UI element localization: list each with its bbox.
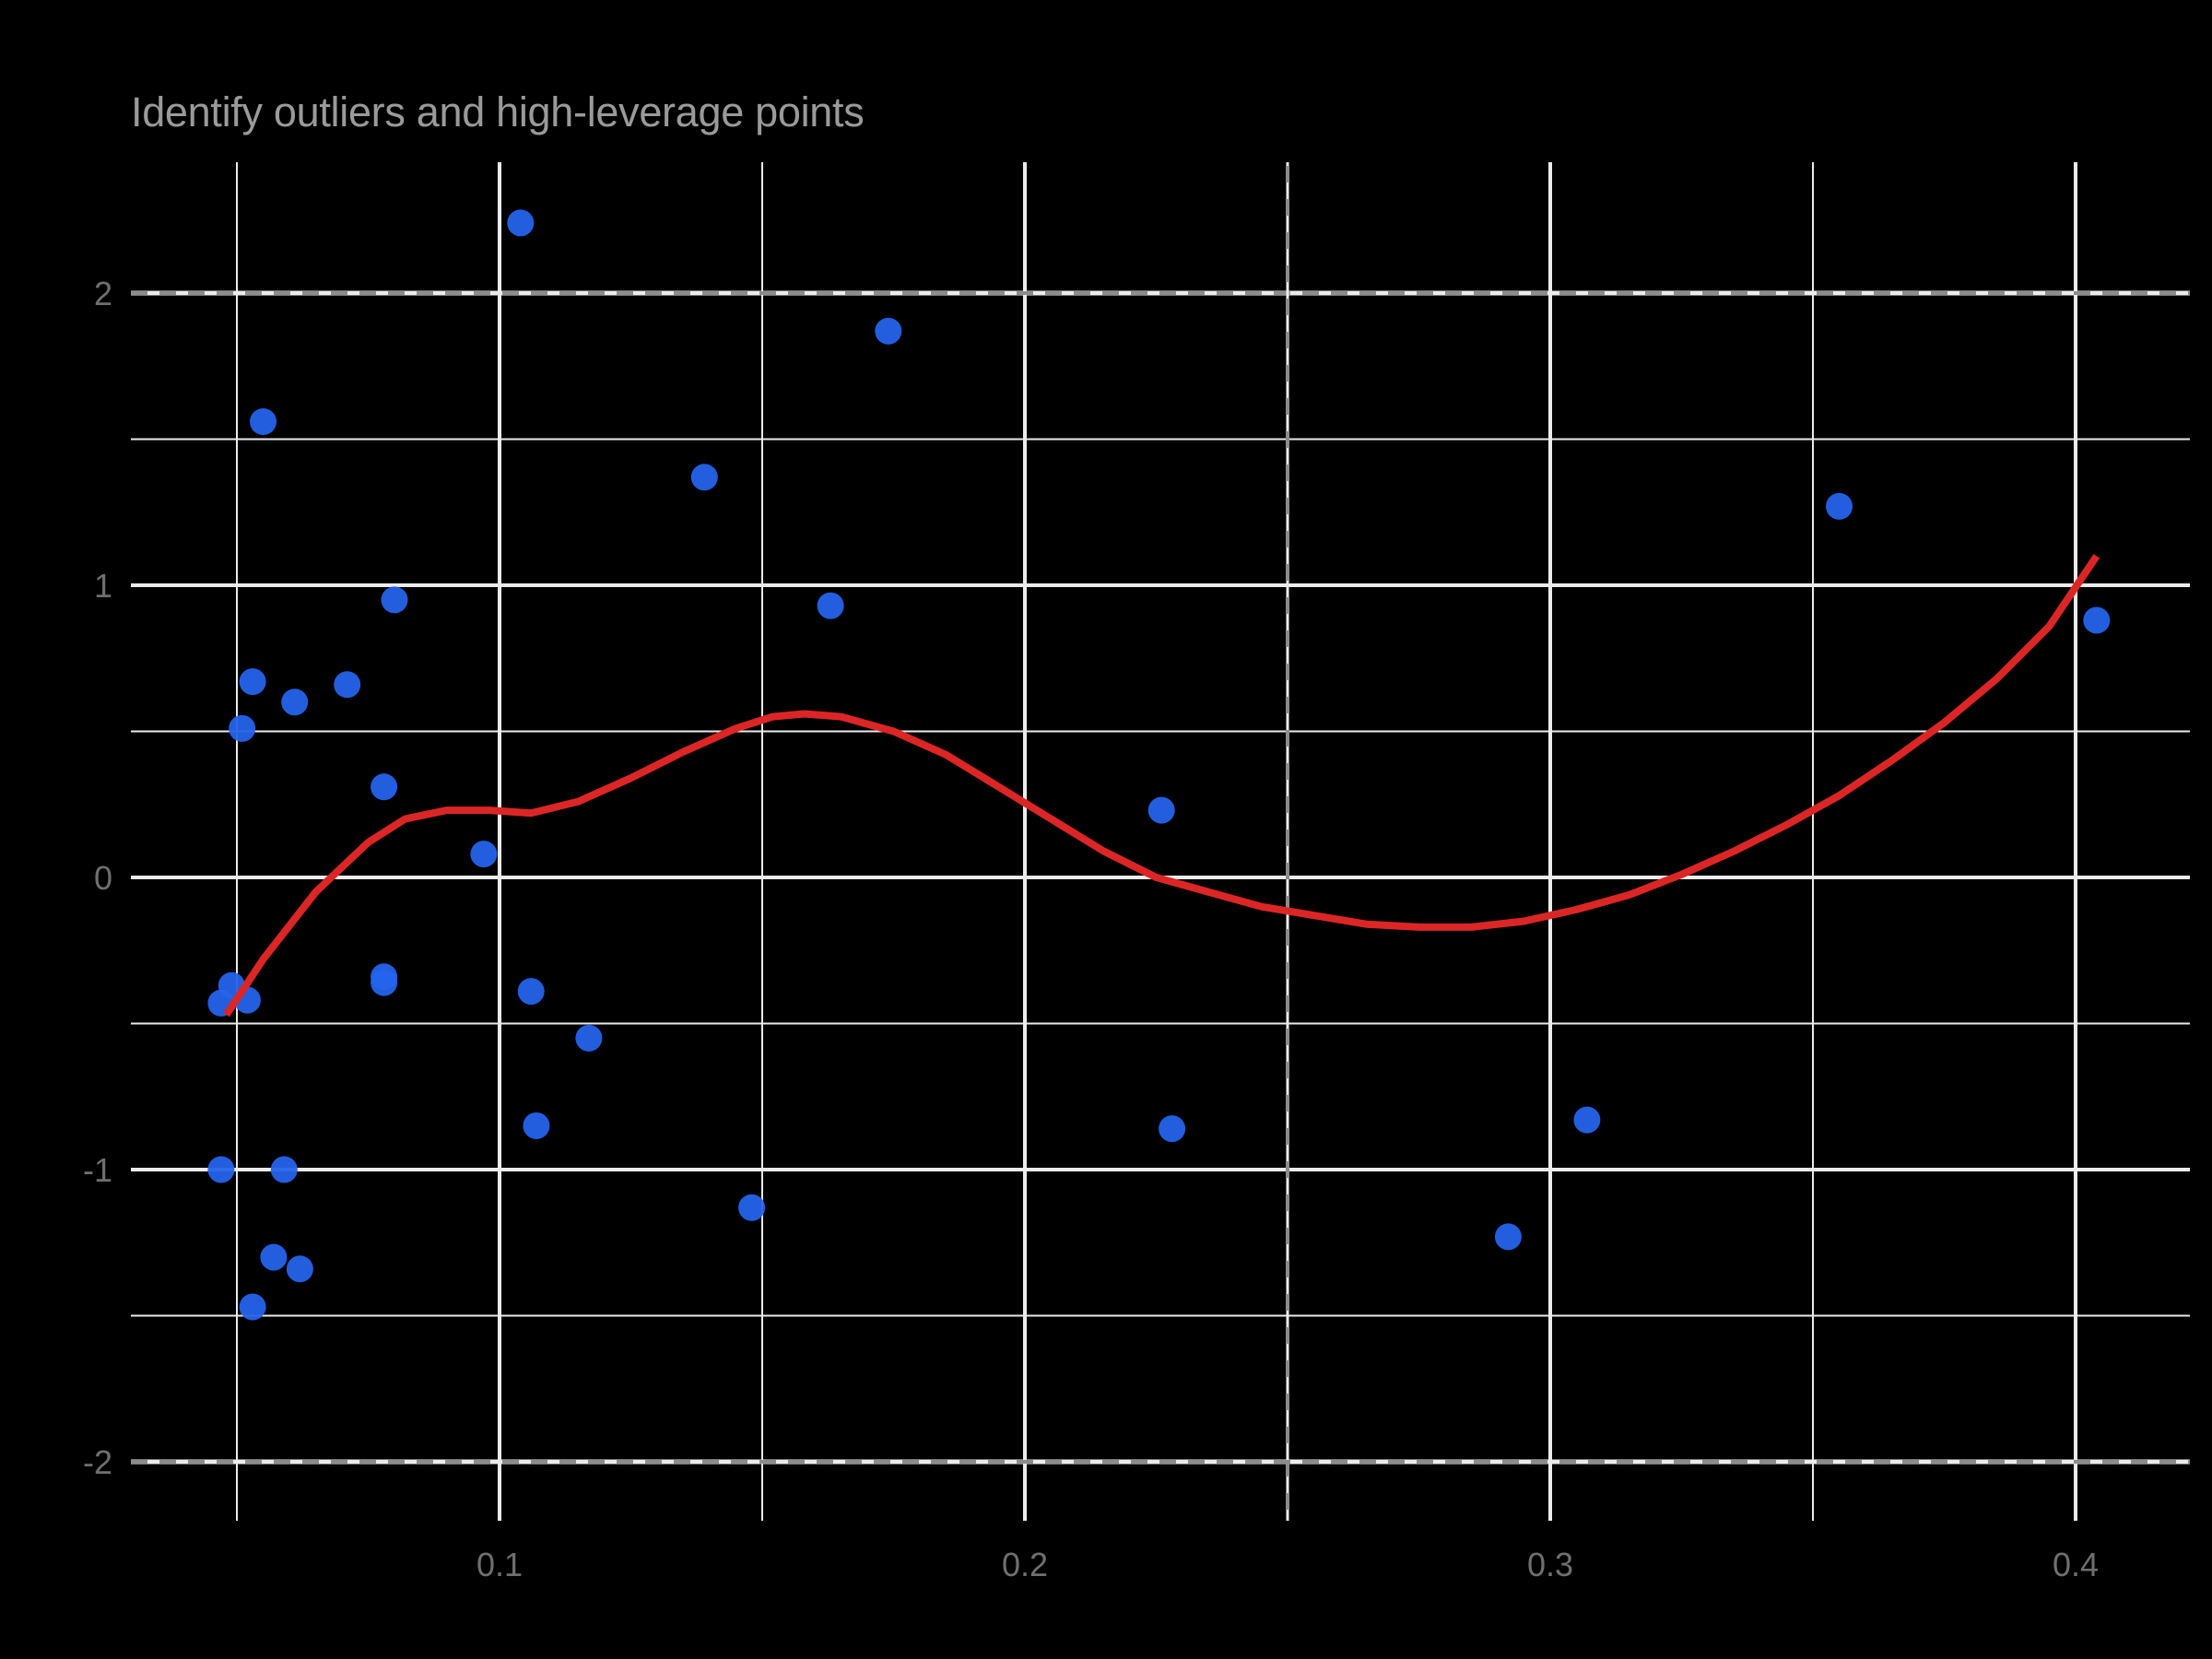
y-tick-label: 1 (94, 567, 112, 605)
data-point (281, 688, 309, 716)
data-point (260, 1243, 288, 1271)
data-point (690, 464, 718, 491)
data-point (371, 969, 398, 996)
y-tick-label: -2 (83, 1443, 112, 1481)
data-point (286, 1255, 313, 1283)
x-axis-labels: 0.1 0.2 0.3 0.4 (477, 1546, 2099, 1583)
data-point (207, 1156, 235, 1183)
data-point (817, 592, 844, 619)
x-tick-label: 0.4 (2053, 1546, 2099, 1583)
data-points (207, 209, 2111, 1321)
data-point (507, 209, 535, 237)
data-point (517, 978, 545, 1006)
x-tick-label: 0.1 (477, 1546, 523, 1583)
minor-gridlines (131, 162, 2190, 1521)
smooth-curve (223, 554, 2100, 1018)
data-point (334, 671, 361, 699)
data-point (270, 1156, 298, 1183)
data-point (875, 317, 902, 345)
major-gridlines (131, 162, 2190, 1521)
data-point (1494, 1223, 1522, 1251)
smooth-line (223, 554, 2100, 1018)
y-tick-label: -1 (83, 1151, 112, 1189)
data-point (371, 773, 398, 801)
y-axis-labels: -2 -1 0 1 2 (83, 275, 112, 1481)
x-tick-label: 0.2 (1002, 1546, 1048, 1583)
data-point (1147, 796, 1175, 824)
y-tick-label: 0 (94, 859, 112, 897)
data-point (738, 1194, 766, 1221)
y-tick-label: 2 (94, 275, 112, 312)
data-point (250, 407, 276, 435)
data-point (229, 714, 256, 742)
data-point (381, 586, 408, 614)
reference-lines (131, 162, 2190, 1521)
data-point (239, 1293, 266, 1321)
data-point (1159, 1115, 1186, 1143)
x-tick-label: 0.3 (1527, 1546, 1573, 1583)
data-point (239, 668, 266, 696)
data-point (1573, 1106, 1601, 1134)
data-point (470, 841, 498, 868)
data-point (523, 1112, 550, 1139)
chart-title: Identify outliers and high-leverage poin… (131, 88, 865, 135)
data-point (575, 1024, 603, 1052)
data-point (2083, 606, 2111, 634)
data-point (1826, 492, 1853, 520)
